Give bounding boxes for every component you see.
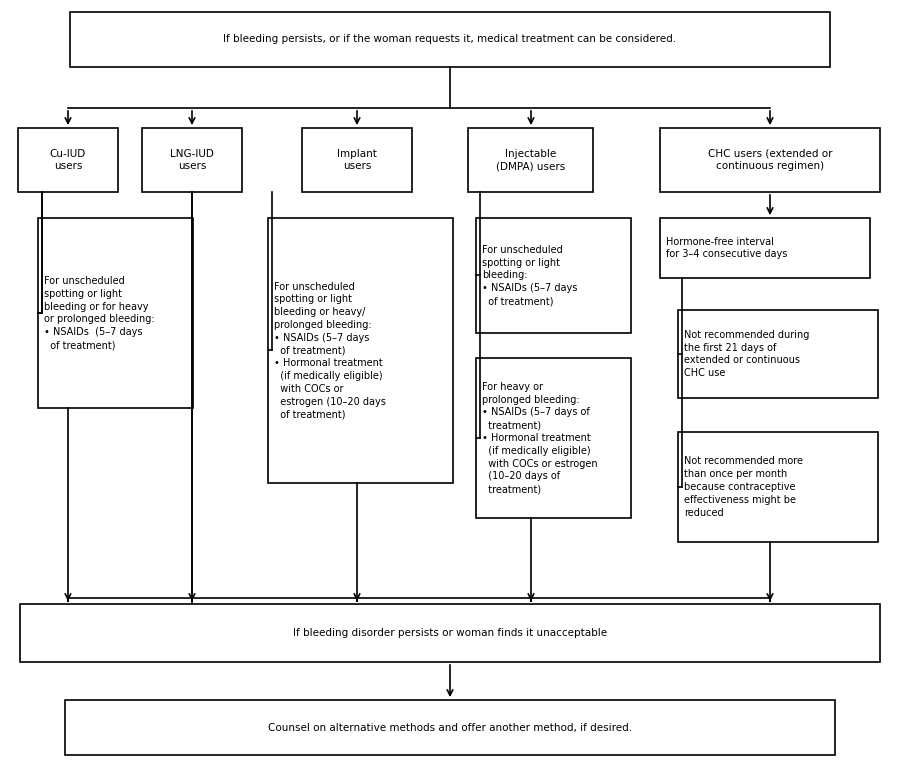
Bar [18, 128, 118, 192]
Text: If bleeding disorder persists or woman finds it unacceptable: If bleeding disorder persists or woman f… [292, 628, 608, 638]
Text: LNG-IUD
users: LNG-IUD users [170, 149, 214, 172]
Bar [38, 218, 193, 408]
Bar [476, 358, 631, 518]
Bar [678, 432, 878, 542]
Bar [268, 218, 453, 483]
Bar [660, 218, 870, 278]
Bar [302, 128, 412, 192]
Text: For unscheduled
spotting or light
bleeding or for heavy
or prolonged bleeding:
•: For unscheduled spotting or light bleedi… [44, 276, 155, 350]
Text: Counsel on alternative methods and offer another method, if desired.: Counsel on alternative methods and offer… [268, 722, 632, 732]
Text: Injectable
(DMPA) users: Injectable (DMPA) users [496, 149, 565, 172]
Bar [468, 128, 593, 192]
Bar [142, 128, 242, 192]
Bar [20, 604, 880, 662]
Text: CHC users (extended or
continuous regimen): CHC users (extended or continuous regime… [707, 149, 832, 172]
Bar [70, 12, 830, 67]
Text: Not recommended more
than once per month
because contraceptive
effectiveness mig: Not recommended more than once per month… [684, 456, 803, 518]
Text: For unscheduled
spotting or light
bleeding:
• NSAIDs (5–7 days
  of treatment): For unscheduled spotting or light bleedi… [482, 245, 578, 306]
Text: Implant
users: Implant users [338, 149, 377, 172]
Text: Cu-IUD
users: Cu-IUD users [50, 149, 86, 172]
Bar [678, 310, 878, 398]
Bar [660, 128, 880, 192]
Text: Hormone-free interval
for 3–4 consecutive days: Hormone-free interval for 3–4 consecutiv… [666, 236, 788, 260]
Text: Not recommended during
the first 21 days of
extended or continuous
CHC use: Not recommended during the first 21 days… [684, 330, 809, 378]
Bar [476, 218, 631, 333]
Text: For heavy or
prolonged bleeding:
• NSAIDs (5–7 days of
  treatment)
• Hormonal t: For heavy or prolonged bleeding: • NSAID… [482, 381, 598, 495]
Text: If bleeding persists, or if the woman requests it, medical treatment can be cons: If bleeding persists, or if the woman re… [223, 34, 677, 44]
Bar [65, 700, 835, 755]
Text: For unscheduled
spotting or light
bleeding or heavy/
prolonged bleeding:
• NSAID: For unscheduled spotting or light bleedi… [274, 282, 386, 420]
